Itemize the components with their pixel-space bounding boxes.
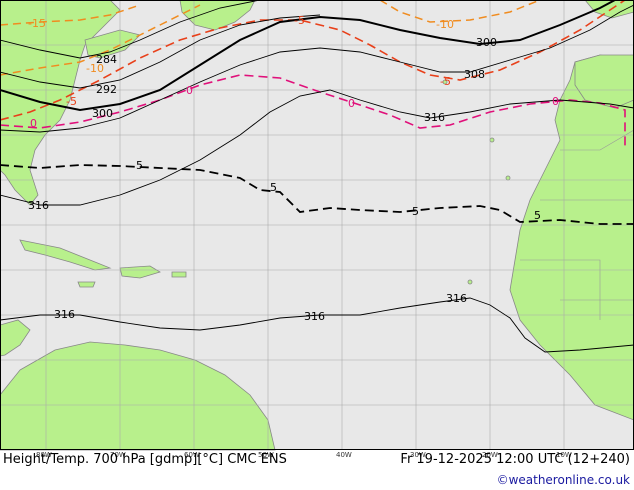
land-canary xyxy=(505,175,511,181)
height-labels: 284 292 300 300 308 316 316 316 316 316 xyxy=(28,36,497,323)
label-temp-pos5-d: 5 xyxy=(534,209,541,222)
height-contours xyxy=(0,0,634,353)
label-height-316-e: 316 xyxy=(446,292,467,305)
temp-contour-pos5 xyxy=(0,164,634,225)
label-temp-neg5-b: -5 xyxy=(440,75,451,88)
label-height-292: 292 xyxy=(96,83,117,96)
temp-labels: -15 -10 -10 -5 -5 -5 0 0 0 0 5 5 5 5 xyxy=(28,14,559,222)
tick-lon-40w: 40W xyxy=(336,451,352,459)
tick-lon-70w: 70W xyxy=(110,451,126,459)
label-height-316-b: 316 xyxy=(28,199,49,212)
label-temp-neg10-west: -10 xyxy=(86,62,104,75)
contour-292 xyxy=(0,14,321,89)
land-south-america xyxy=(0,341,276,451)
tick-lon-50w: 50W xyxy=(258,451,274,459)
contour-308 xyxy=(0,4,634,133)
label-height-316-d: 316 xyxy=(304,310,325,323)
credit-link[interactable]: ©weatheronline.co.uk xyxy=(496,473,630,487)
label-height-308: 308 xyxy=(464,68,485,81)
label-temp-zero-a: 0 xyxy=(30,117,37,130)
land-hispaniola xyxy=(119,265,161,279)
label-temp-pos5-b: 5 xyxy=(270,181,277,194)
contour-300 xyxy=(0,0,616,112)
temp-contour-zero xyxy=(0,74,626,148)
longitude-ticks: 80W 70W 60W 50W 40W 30W 20W 10W xyxy=(36,451,572,459)
land-cape-verde xyxy=(467,279,473,285)
contour-316-south xyxy=(0,297,634,353)
land-central-america xyxy=(0,319,31,357)
tick-lon-30w: 30W xyxy=(410,451,426,459)
land-masses xyxy=(0,0,634,451)
land-jamaica xyxy=(77,281,96,288)
label-temp-neg5-a: -5 xyxy=(294,14,305,27)
graticule xyxy=(0,0,634,450)
label-temp-zero-c: 0 xyxy=(348,97,355,110)
contour-284 xyxy=(0,0,261,59)
temp-contour-neg5 xyxy=(0,0,626,121)
land-north-america xyxy=(0,0,121,206)
land-azores xyxy=(442,79,448,85)
tick-lon-20w: 20W xyxy=(482,451,498,459)
label-height-316-c: 316 xyxy=(54,308,75,321)
label-temp-zero-b: 0 xyxy=(186,84,193,97)
label-height-284: 284 xyxy=(96,53,117,66)
label-temp-neg5-c: -5 xyxy=(66,95,77,108)
label-temp-neg15: -15 xyxy=(28,17,46,30)
tick-lon-10w: 10W xyxy=(556,451,572,459)
land-africa xyxy=(509,54,634,421)
label-height-316-a: 316 xyxy=(424,111,445,124)
tick-lon-80w: 80W xyxy=(36,451,52,459)
temp-contours-cold xyxy=(0,0,541,76)
label-temp-pos5-a: 5 xyxy=(136,159,143,172)
land-iberia xyxy=(574,54,634,109)
forecast-datetime: Fr 19-12-2025 12:00 UTC (12+240) xyxy=(400,452,630,467)
map-title: Height/Temp. 700 hPa [gdmp][°C] CMC ENS xyxy=(3,452,287,467)
label-temp-pos5-c: 5 xyxy=(412,205,419,218)
land-madeira xyxy=(489,137,495,143)
label-temp-zero-d: 0 xyxy=(552,95,559,108)
land-newfoundland xyxy=(179,0,256,31)
borders xyxy=(520,129,634,320)
contour-316-north xyxy=(0,89,634,206)
tick-lon-60w: 60W xyxy=(184,451,200,459)
label-height-300-west: 300 xyxy=(92,107,113,120)
label-height-300-east: 300 xyxy=(476,36,497,49)
land-puerto-rico xyxy=(171,271,187,278)
label-temp-neg10-east: -10 xyxy=(436,18,454,31)
